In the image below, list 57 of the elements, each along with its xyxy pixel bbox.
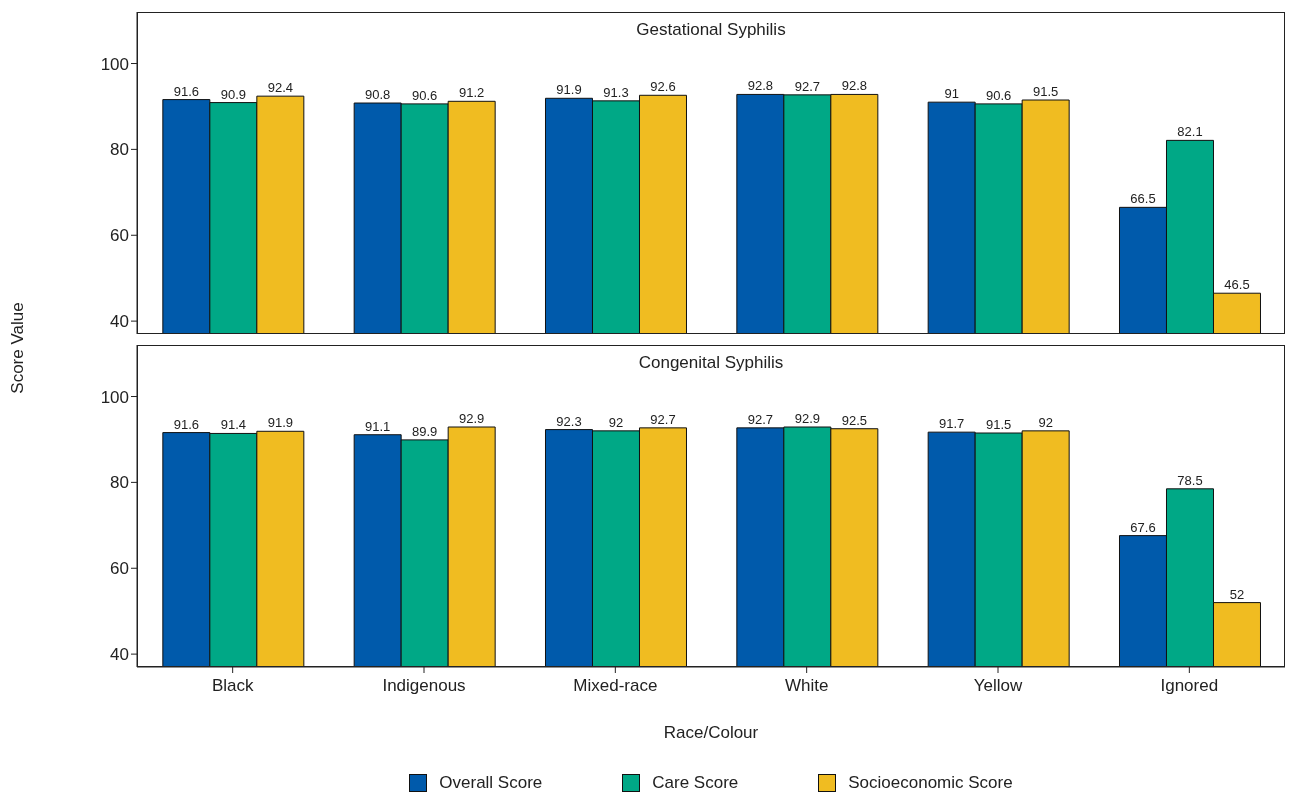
data-label: 91.6	[173, 416, 199, 432]
data-label: 52	[1229, 586, 1245, 602]
data-label: 67.6	[1130, 519, 1156, 535]
data-label: 92.8	[841, 78, 867, 94]
data-label: 91.3	[603, 84, 629, 100]
y-tick-label: 100	[100, 387, 129, 407]
y-tick-label: 80	[110, 473, 129, 493]
data-label: 92.7	[794, 78, 820, 94]
legend-label: Overall Score	[439, 773, 543, 793]
y-tick-label: 40	[110, 312, 129, 332]
data-label: 91.7	[939, 416, 965, 432]
y-tick-label: 40	[110, 645, 129, 665]
data-label: 90.6	[986, 87, 1012, 103]
y-tick-label: 80	[110, 140, 129, 160]
data-label: 90.8	[365, 87, 391, 103]
data-label: 91	[944, 86, 959, 102]
data-label: 91.5	[986, 417, 1012, 433]
data-label: 92.7	[747, 411, 773, 427]
data-label: 92	[608, 414, 624, 430]
data-label: 90.9	[220, 86, 246, 102]
data-label: 92.3	[556, 413, 582, 429]
data-label: 66.5	[1130, 191, 1156, 207]
data-label: 92.5	[841, 412, 867, 428]
x-tick-label: Ignored	[1160, 676, 1219, 696]
x-tick-label: White	[784, 676, 829, 696]
data-label: 91.2	[459, 85, 485, 101]
x-tick-label: Indigenous	[382, 676, 466, 696]
data-label: 92.8	[747, 78, 773, 94]
data-label: 91.1	[365, 418, 391, 434]
x-tick-label: Black	[211, 676, 254, 696]
data-label: 92.9	[794, 411, 820, 426]
x-tick-label: Yellow	[973, 676, 1023, 696]
data-label: 92.4	[267, 80, 293, 96]
data-label: 92.9	[459, 411, 485, 426]
data-label: 46.5	[1224, 277, 1250, 293]
data-label: 92	[1038, 414, 1053, 430]
text: Gestational Syphilis	[635, 20, 787, 40]
legend-label: Socioeconomic Score	[848, 773, 1013, 793]
data-label: 91.6	[173, 83, 199, 99]
y-tick-label: 60	[110, 226, 129, 246]
data-label: 91.4	[220, 417, 246, 433]
data-label: 91.9	[556, 82, 582, 98]
data-label: 90.6	[412, 87, 438, 103]
y-axis-title: Score Value	[8, 302, 28, 394]
data-label: 91.5	[1033, 84, 1059, 100]
data-label: 78.5	[1177, 472, 1203, 488]
legend-label: Care Score	[652, 773, 739, 793]
x-axis-title: Race/Colour	[662, 723, 760, 743]
y-tick-label: 60	[110, 559, 129, 579]
data-label: 92.7	[650, 411, 676, 427]
data-label: 82.1	[1177, 124, 1203, 140]
text: Congenital Syphilis	[637, 353, 785, 373]
data-label: 91.9	[267, 415, 293, 431]
data-label: 92.6	[650, 79, 676, 95]
y-tick-label: 100	[100, 54, 129, 74]
data-label: 89.9	[412, 423, 438, 439]
x-tick-label: Mixed-race	[573, 676, 658, 696]
